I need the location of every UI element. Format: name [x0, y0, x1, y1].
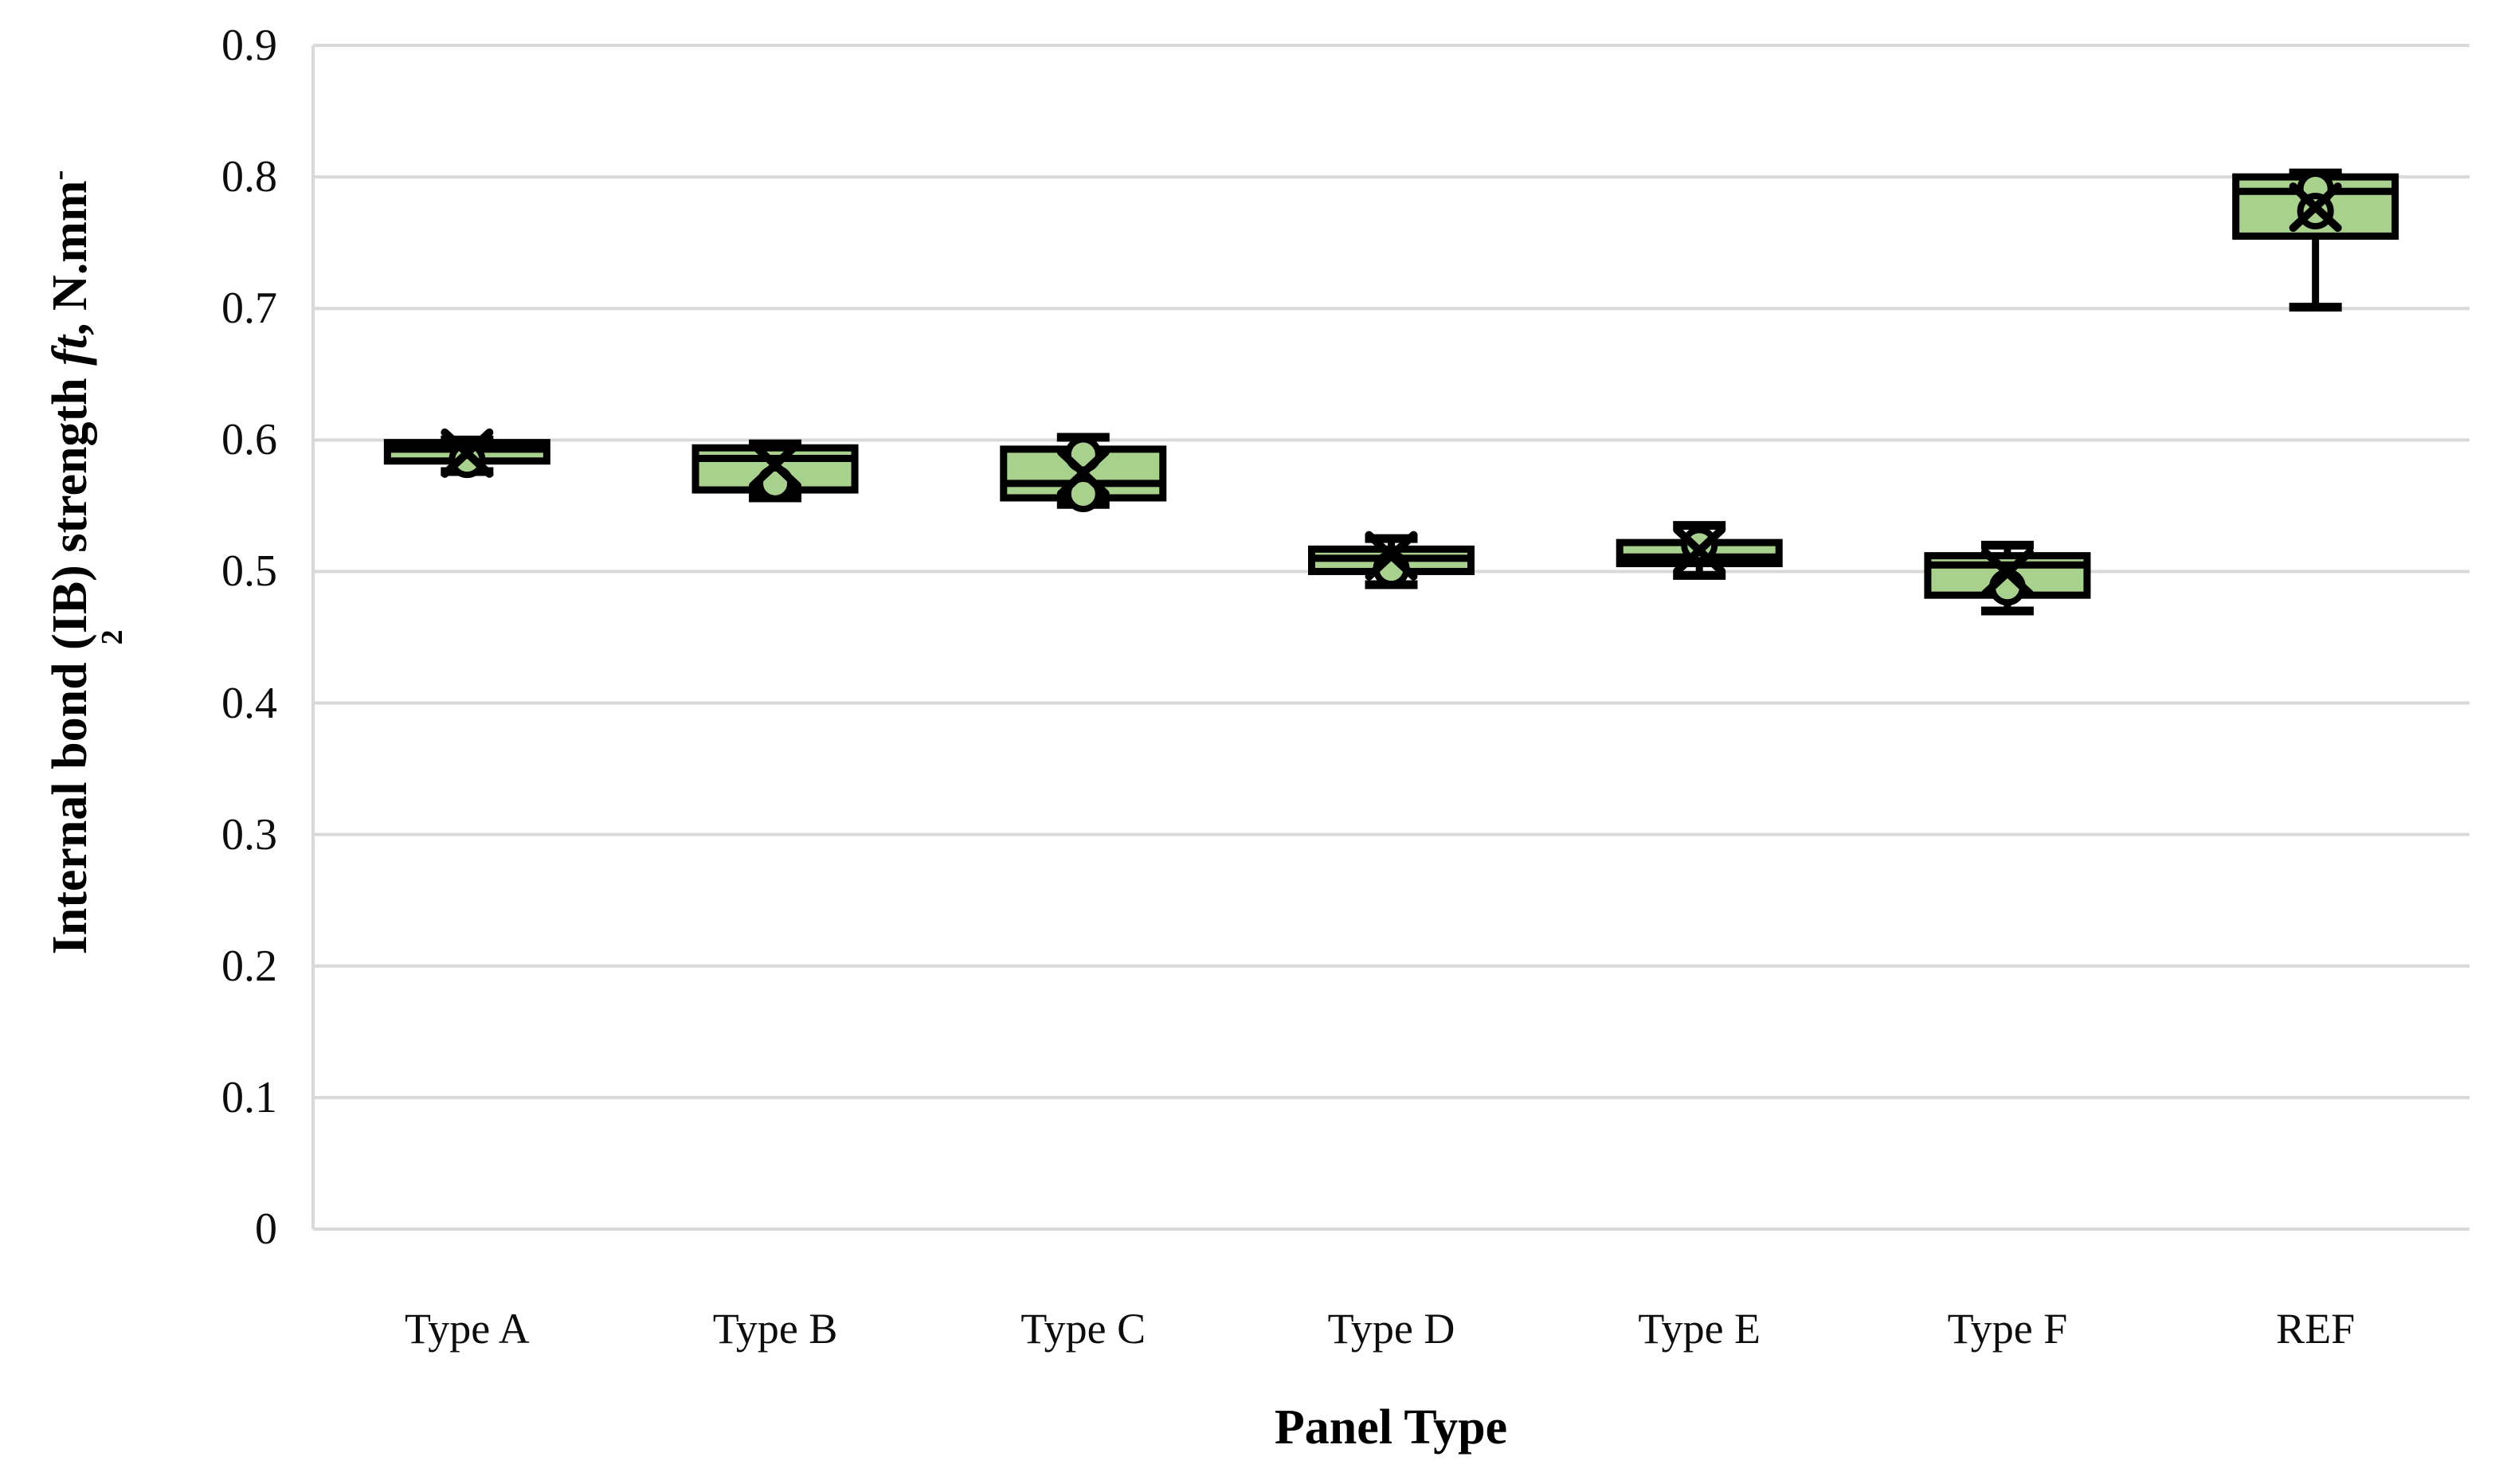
y-tick-label-0: 0	[255, 1204, 277, 1254]
x-category-label-ref: REF	[2276, 1305, 2356, 1353]
mean-marker-type-c	[1056, 448, 1110, 498]
mean-marker-ref	[2289, 182, 2342, 233]
mean-marker-type-a	[441, 428, 494, 478]
boxplot-ref	[2232, 168, 2399, 312]
mean-marker-type-d	[1365, 531, 1418, 581]
boxplot-type-b	[691, 439, 859, 503]
y-axis-title-superscript-2: 2	[96, 629, 129, 645]
y-tick-label-0.1: 0.1	[221, 1072, 277, 1122]
x-category-label-type-a: Type A	[404, 1305, 530, 1353]
y-tick-label-0.5: 0.5	[221, 546, 277, 597]
mean-marker-type-f	[1980, 548, 2034, 598]
boxplot-type-d	[1308, 531, 1475, 589]
y-axis-title-italic-ft: ft	[42, 335, 97, 366]
boxplot-type-e	[1616, 521, 1783, 580]
x-category-label-type-f: Type F	[1947, 1305, 2068, 1353]
mean-marker-type-b	[749, 440, 802, 490]
x-category-label-type-b: Type B	[712, 1305, 838, 1353]
x-category-label-type-c: Type C	[1020, 1305, 1146, 1353]
y-tick-label-0.2: 0.2	[221, 941, 277, 991]
data-point-type-a-1	[448, 441, 486, 479]
boxplot-type-c	[1000, 433, 1167, 513]
y-tick-label-0.7: 0.7	[221, 284, 277, 334]
y-tick-label-0.6: 0.6	[221, 415, 277, 465]
mean-marker-type-e	[1673, 526, 1726, 576]
boxplot-type-a	[383, 428, 550, 479]
x-axis-title: Panel Type	[1274, 1400, 1508, 1455]
y-tick-label-0.9: 0.9	[221, 21, 277, 70]
y-tick-label-0.4: 0.4	[221, 678, 277, 728]
x-category-label-type-e: Type E	[1638, 1305, 1761, 1353]
boxplot-type-f	[1924, 540, 2091, 616]
y-tick-label-0.3: 0.3	[221, 809, 277, 859]
x-category-label-type-d: Type D	[1327, 1305, 1455, 1353]
data-point-type-c-2	[1064, 476, 1102, 513]
y-tick-label-0.8: 0.8	[221, 152, 277, 202]
